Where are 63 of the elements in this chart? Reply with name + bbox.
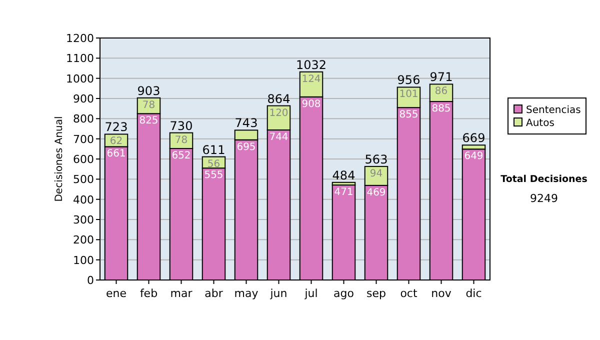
y-axis-title: Decisiones Anual <box>54 116 65 202</box>
data-label: 78 <box>174 134 188 146</box>
x-tick-label: dic <box>466 287 482 300</box>
y-tick-label: 700 <box>73 132 94 146</box>
total-label: 864 <box>267 92 290 106</box>
total-label: 743 <box>234 116 258 130</box>
data-label: 86 <box>434 86 448 98</box>
data-label: 855 <box>399 110 418 121</box>
y-tick-label: 600 <box>73 153 94 166</box>
data-label: 649 <box>464 151 484 162</box>
text: 9249 <box>530 192 558 205</box>
data-label: 695 <box>236 142 256 153</box>
y-tick-label: 0 <box>87 274 94 287</box>
total-label: 484 <box>332 168 356 182</box>
data-label: 56 <box>207 158 220 170</box>
data-label: 469 <box>366 187 386 198</box>
total-label: 611 <box>202 142 226 157</box>
data-label: 471 <box>334 187 354 198</box>
y-tick-label: 500 <box>73 173 94 186</box>
y-tick-label: 800 <box>73 112 94 126</box>
y-tick-label: 1200 <box>66 32 94 45</box>
x-tick-label: oct <box>400 287 418 300</box>
text: Total Decisiones <box>500 174 588 185</box>
data-label: 78 <box>142 100 156 111</box>
y-tick-label: 900 <box>73 92 94 106</box>
data-label: 825 <box>139 116 158 127</box>
total-label: 730 <box>170 118 193 133</box>
data-label: 120 <box>269 108 288 119</box>
y-tick-label: 100 <box>73 254 94 267</box>
data-label: 555 <box>204 170 224 182</box>
legend-label: Autos <box>526 118 554 129</box>
data-label: 101 <box>399 89 418 100</box>
total-label: 956 <box>397 73 420 88</box>
total-label: 1032 <box>296 58 327 72</box>
x-tick-label: may <box>234 287 259 300</box>
total-label: 563 <box>364 152 388 166</box>
x-tick-label: feb <box>140 287 158 300</box>
legend-label: Sentencias <box>526 105 581 116</box>
data-label: 908 <box>302 98 321 110</box>
x-tick-label: mar <box>170 287 193 300</box>
data-label: 94 <box>370 168 383 180</box>
y-tick-label: 1100 <box>66 52 94 66</box>
x-tick-label: ene <box>106 287 127 300</box>
data-label: 744 <box>269 132 288 143</box>
x-tick-label: jun <box>269 287 288 300</box>
total-label: 903 <box>137 84 160 98</box>
data-label: 885 <box>432 104 451 115</box>
data-label: 62 <box>110 136 123 148</box>
y-tick-label: 400 <box>73 193 94 206</box>
data-label: 661 <box>106 148 126 160</box>
x-tick-label: abr <box>204 287 224 300</box>
y-tick-label: 1000 <box>66 72 94 86</box>
x-tick-label: nov <box>431 287 452 300</box>
y-tick-label: 200 <box>73 234 94 247</box>
total-label: 971 <box>430 70 453 84</box>
x-tick-label: sep <box>366 287 386 300</box>
x-tick-label: jul <box>304 287 318 300</box>
total-label: 723 <box>104 120 128 134</box>
data-label: 652 <box>172 150 191 162</box>
data-label: 124 <box>302 74 321 85</box>
y-tick-label: 300 <box>73 214 94 226</box>
total-label: 669 <box>462 131 486 146</box>
x-tick-label: ago <box>334 287 354 300</box>
